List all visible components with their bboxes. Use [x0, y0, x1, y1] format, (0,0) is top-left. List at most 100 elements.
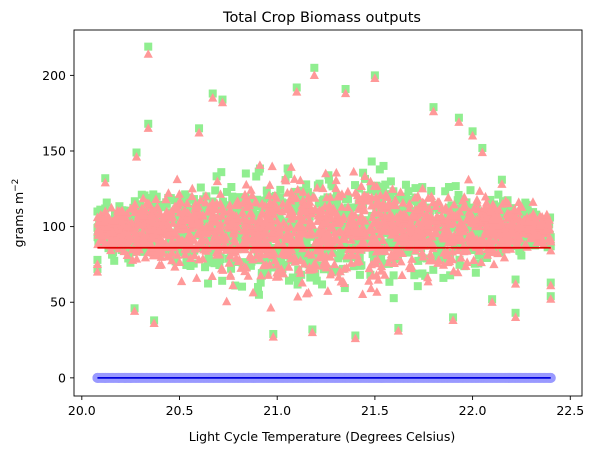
square-data-point: [205, 237, 214, 246]
triangle-data-point: [244, 220, 255, 230]
triangle-data-point: [528, 197, 538, 206]
triangle-data-point: [208, 93, 218, 102]
triangle-data-point: [398, 197, 408, 207]
triangle-data-point: [312, 216, 323, 225]
triangle-data-point: [346, 258, 356, 267]
square-data-point: [444, 183, 453, 192]
triangle-data-point: [349, 230, 359, 240]
triangle-data-point: [116, 219, 127, 228]
triangle-data-point: [241, 202, 252, 211]
triangle-data-point: [478, 234, 488, 243]
triangle-data-point: [423, 272, 433, 282]
triangle-data-point: [247, 233, 257, 242]
square-data-point: [399, 192, 408, 201]
triangle-data-point: [157, 236, 167, 245]
triangle-data-point: [339, 264, 349, 273]
triangle-data-point: [260, 226, 271, 235]
triangle-data-point: [430, 222, 440, 231]
square-data-point: [404, 187, 413, 196]
square-data-point: [189, 259, 198, 268]
triangle-data-point: [190, 203, 200, 212]
triangle-data-point: [198, 210, 208, 219]
triangle-data-point: [176, 197, 186, 207]
triangle-data-point: [497, 179, 507, 188]
triangle-data-point: [175, 257, 185, 267]
triangle-data-point: [324, 199, 335, 209]
triangle-data-point: [137, 220, 147, 229]
triangle-data-point: [321, 168, 331, 178]
triangle-data-point: [349, 166, 359, 176]
square-data-point: [149, 190, 158, 199]
triangle-data-point: [352, 250, 362, 260]
triangle-data-point: [146, 215, 156, 224]
square-data-point: [515, 246, 524, 255]
square-data-point: [441, 187, 450, 196]
triangle-data-point: [525, 233, 536, 243]
triangle-data-point: [240, 189, 250, 199]
triangle-data-point: [106, 245, 116, 255]
triangle-data-point: [247, 190, 257, 200]
triangle-data-point: [124, 222, 134, 231]
square-data-point: [196, 183, 205, 192]
square-data-point: [446, 271, 455, 280]
triangle-data-point: [174, 189, 184, 198]
square-data-point: [324, 175, 333, 184]
triangle-data-point: [253, 230, 263, 239]
triangle-data-point: [532, 237, 542, 246]
square-data-point: [288, 203, 297, 212]
square-data-point: [460, 233, 469, 242]
triangle-data-point: [465, 208, 476, 217]
triangle-data-point: [326, 212, 336, 222]
triangle-data-point: [259, 260, 269, 270]
square-data-point: [252, 211, 261, 220]
y-axis: 0 50 100 150 200: [42, 68, 74, 385]
square-data-point: [283, 239, 292, 248]
square-data-point: [439, 273, 448, 282]
square-data-point: [217, 168, 226, 177]
triangle-data-point: [433, 258, 443, 267]
square-data-point: [359, 168, 368, 177]
triangle-data-point: [240, 266, 250, 276]
triangle-data-point: [92, 259, 103, 269]
triangle-data-point: [366, 192, 377, 202]
triangle-data-point: [117, 206, 128, 216]
triangle-data-point: [463, 174, 474, 184]
triangle-data-point: [491, 230, 501, 239]
triangle-data-point: [275, 226, 285, 235]
triangle-data-point: [359, 204, 369, 214]
square-data-point: [240, 258, 249, 267]
triangle-data-point: [507, 226, 517, 235]
triangle-data-point: [335, 240, 345, 249]
triangle-data-point: [481, 221, 491, 230]
square-data-point: [475, 251, 484, 260]
triangle-data-point: [323, 240, 333, 249]
triangle-data-point: [257, 207, 267, 217]
triangle-data-point: [380, 210, 390, 220]
square-data-point: [521, 198, 530, 207]
triangle-data-point: [482, 250, 493, 259]
square-data-point: [332, 198, 341, 207]
y-tick-label: 200: [42, 68, 66, 83]
square-data-point: [312, 276, 321, 285]
triangle-data-point: [331, 175, 341, 185]
triangle-data-point: [246, 185, 256, 194]
triangle-data-point: [264, 190, 274, 200]
triangle-data-point: [335, 226, 346, 235]
triangle-data-point: [335, 266, 345, 276]
triangle-data-point: [546, 294, 556, 303]
square-data-point: [389, 207, 398, 216]
square-data-point: [517, 251, 526, 260]
triangle-data-point: [307, 220, 318, 229]
triangle-data-point: [201, 235, 211, 245]
triangle-data-point: [241, 179, 251, 189]
triangle-data-point: [200, 197, 211, 207]
square-data-point: [211, 186, 220, 195]
triangle-data-point: [213, 223, 223, 232]
square-data-point: [409, 244, 418, 253]
triangle-data-point: [487, 297, 497, 306]
triangle-data-point: [175, 207, 185, 217]
square-data-point: [376, 182, 385, 191]
triangle-data-point: [307, 327, 317, 337]
triangle-data-point: [293, 184, 303, 194]
triangle-data-point: [490, 235, 501, 245]
